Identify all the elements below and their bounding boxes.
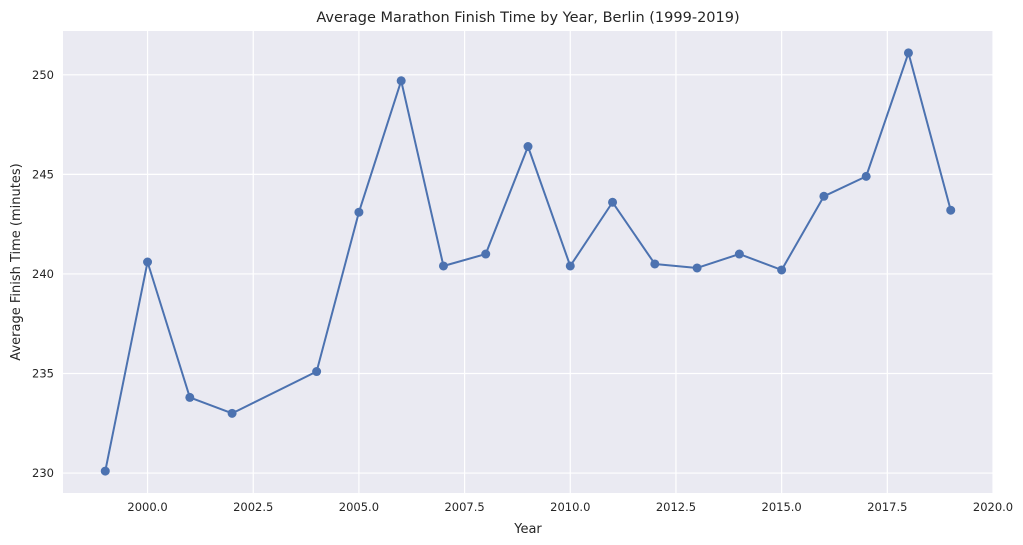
y-tick-label: 245 (32, 167, 54, 181)
data-point (354, 207, 364, 217)
data-point (819, 191, 829, 201)
x-axis-label: Year (513, 522, 542, 537)
y-tick-labels: 230 235 240 245 250 (32, 68, 54, 480)
x-tick-label: 2002.5 (233, 500, 273, 514)
data-point (650, 259, 660, 269)
data-point (565, 261, 575, 271)
data-point (946, 205, 956, 215)
data-series (100, 48, 956, 476)
x-tick-label: 2010.0 (550, 500, 590, 514)
data-point (734, 249, 744, 259)
x-tick-label: 2017.5 (867, 500, 907, 514)
x-tick-label: 2020.0 (973, 500, 1013, 514)
data-point (185, 392, 195, 402)
data-point (143, 257, 153, 267)
data-point (438, 261, 448, 271)
y-tick-label: 250 (32, 68, 54, 82)
y-tick-label: 240 (32, 267, 54, 281)
y-axis-label: Average Finish Time (minutes) (9, 163, 24, 360)
plot-background (63, 31, 993, 493)
data-point (523, 142, 533, 151)
data-point (608, 197, 618, 207)
x-tick-label: 2012.5 (656, 500, 696, 514)
chart-title: Average Marathon Finish Time by Year, Be… (316, 10, 739, 26)
data-point (861, 171, 871, 181)
x-tick-label: 2000.0 (127, 500, 167, 514)
y-tick-label: 230 (32, 466, 54, 480)
y-tick-label: 235 (32, 367, 54, 381)
data-point (100, 466, 110, 476)
data-point (903, 48, 913, 58)
x-tick-labels: 2000.0 2002.5 2005.0 2007.5 2010.0 2012.5 2015… (127, 500, 1013, 514)
data-point (227, 408, 237, 418)
data-point (312, 367, 322, 377)
series-line (104, 51, 952, 473)
data-point (777, 265, 787, 275)
x-tick-label: 2007.5 (444, 500, 484, 514)
grid-lines (63, 31, 994, 493)
data-point (692, 263, 702, 273)
data-point (396, 76, 406, 86)
x-tick-label: 2015.0 (762, 500, 802, 514)
x-tick-label: 2005.0 (339, 500, 379, 514)
data-point (481, 249, 491, 259)
